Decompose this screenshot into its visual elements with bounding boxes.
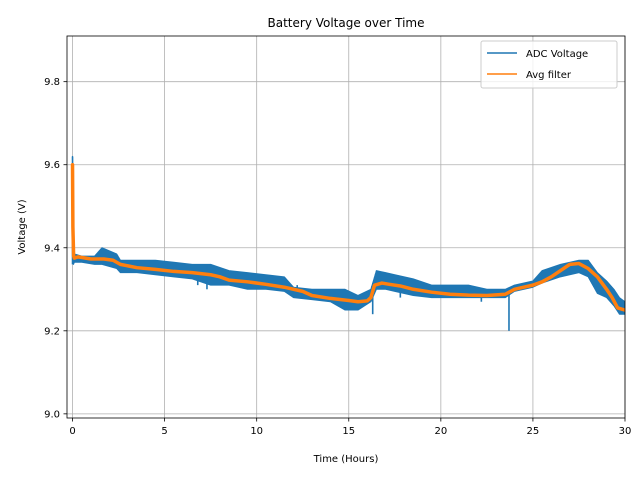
x-axis-title: Time (Hours) [313, 454, 379, 465]
x-tick-label: 0 [69, 426, 75, 437]
chart-title: Battery Voltage over Time [268, 16, 425, 30]
y-tick-label: 9.8 [44, 77, 60, 88]
x-tick-label: 15 [342, 426, 355, 437]
x-tick-label: 20 [434, 426, 447, 437]
grid-lines [67, 36, 626, 418]
x-tick-label: 30 [619, 426, 632, 437]
x-tick-label: 5 [161, 426, 167, 437]
avg-filter-line [70, 162, 625, 312]
y-tick-label: 9.2 [44, 326, 60, 337]
legend-label-avg-filter: Avg filter [526, 70, 572, 81]
axis-ticks: 0 5 10 15 20 25 30 9.0 9.2 9.4 9.6 9.8 [44, 77, 631, 437]
y-tick-label: 9.6 [44, 160, 60, 171]
x-tick-label: 25 [527, 426, 540, 437]
y-tick-label: 9.0 [44, 409, 60, 420]
series-avg-filter [70, 162, 625, 312]
series-layer [70, 155, 625, 331]
legend-label-adc-voltage: ADC Voltage [526, 49, 588, 60]
x-tick-label: 10 [250, 426, 263, 437]
y-tick-label: 9.4 [44, 243, 60, 254]
legend: ADC Voltage Avg filter [480, 40, 618, 89]
plot-frame [66, 35, 626, 419]
y-axis-title: Voltage (V) [17, 199, 28, 254]
